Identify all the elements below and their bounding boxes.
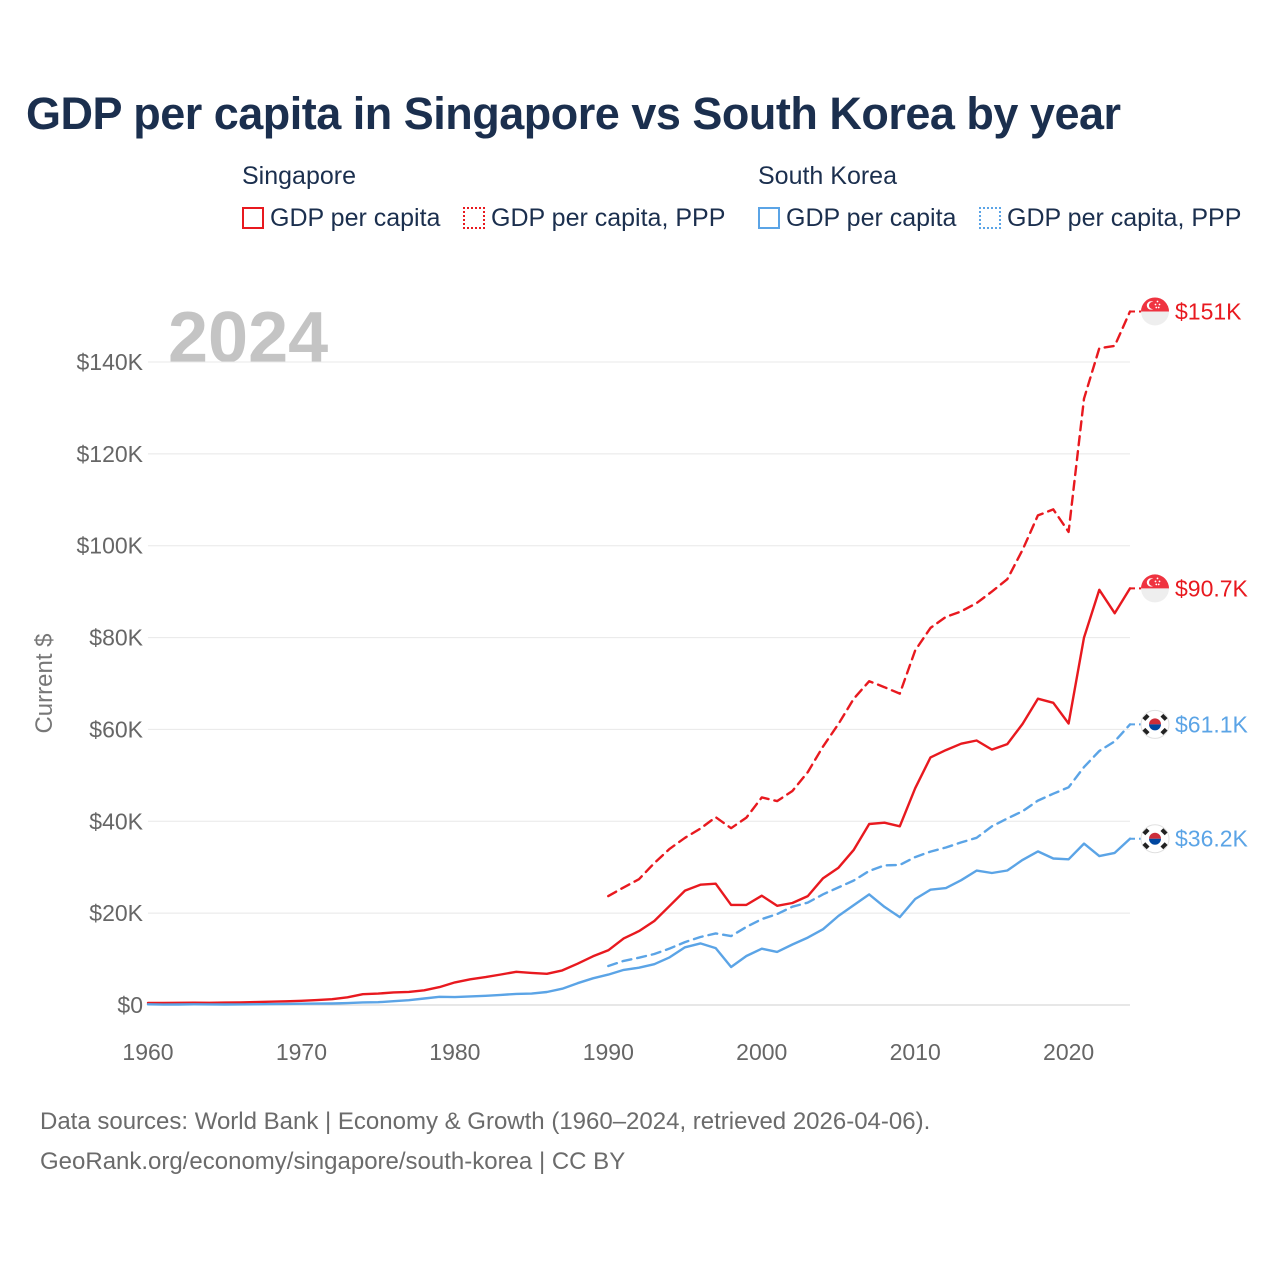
legend-group-singapore: Singapore <box>242 162 356 190</box>
end-value-label: $151K <box>1175 298 1242 324</box>
legend-group-south-korea: South Korea <box>758 162 897 190</box>
end-value-label: $61.1K <box>1175 711 1249 737</box>
flag-star <box>1156 577 1159 580</box>
x-tick-label: 2000 <box>736 1039 787 1065</box>
legend-item-south-korea-gdp[interactable]: GDP per capita <box>758 204 956 233</box>
flag-trigram <box>1142 842 1150 850</box>
legend-label: GDP per capita <box>786 204 957 232</box>
flag-taeguk-top <box>1149 832 1161 839</box>
end-value-label: $36.2K <box>1175 826 1249 852</box>
y-axis-label: Current $ <box>31 633 58 733</box>
flag-trigram <box>1142 713 1150 721</box>
flag-star <box>1155 583 1158 586</box>
chart-title: GDP per capita in Singapore vs South Kor… <box>26 88 1121 139</box>
legend-item-south-korea-gdp-ppp[interactable]: GDP per capita, PPP <box>979 204 1241 233</box>
x-tick-label: 2020 <box>1043 1039 1094 1065</box>
flag-trigram <box>1142 727 1150 735</box>
series-line-2 <box>146 837 1132 1006</box>
flag-star <box>1155 306 1158 309</box>
x-tick-label: 1970 <box>276 1039 327 1065</box>
flag-star <box>1154 303 1157 306</box>
series-line-1 <box>607 310 1132 898</box>
source-link: GeoRank.org/economy/singapore/south-kore… <box>40 1148 626 1175</box>
series-line-3 <box>607 723 1132 968</box>
y-tick-label: $80K <box>89 625 143 651</box>
flag-crescent-inner <box>1149 301 1157 310</box>
legend-item-singapore-gdp[interactable]: GDP per capita <box>242 204 440 233</box>
legend-swatch-dotted-blue <box>979 207 1001 229</box>
y-tick-label: $100K <box>76 533 143 559</box>
legend-label: GDP per capita, PPP <box>491 204 726 232</box>
flag-trigram <box>1142 828 1150 836</box>
year-watermark: 2024 <box>168 298 328 378</box>
flag-star <box>1158 580 1161 583</box>
end-value-label: $90.7K <box>1175 575 1249 601</box>
y-tick-label: $20K <box>89 900 143 926</box>
flag-trigram <box>1160 828 1168 836</box>
flag-trigram <box>1160 842 1168 850</box>
x-tick-label: 1960 <box>122 1039 173 1065</box>
x-tick-label: 2010 <box>890 1039 941 1065</box>
flag-star <box>1158 303 1161 306</box>
y-tick-label: $0 <box>117 992 143 1018</box>
flag-crescent-inner <box>1149 578 1157 587</box>
flag-star <box>1157 306 1160 309</box>
legend-swatch-solid-blue <box>758 207 780 229</box>
legend-swatch-dotted-red <box>463 207 485 229</box>
legend-label: GDP per capita <box>270 204 441 232</box>
legend-item-singapore-gdp-ppp[interactable]: GDP per capita, PPP <box>463 204 725 233</box>
flag-taeguk-bottom <box>1149 724 1161 731</box>
y-tick-label: $120K <box>76 441 143 467</box>
y-tick-label: $40K <box>89 808 143 834</box>
flag-star <box>1157 583 1160 586</box>
flag-trigram <box>1160 727 1168 735</box>
flag-taeguk-bottom <box>1149 838 1161 845</box>
x-tick-label: 1990 <box>583 1039 634 1065</box>
source-note: Data sources: World Bank | Economy & Gro… <box>40 1108 931 1135</box>
x-tick-label: 1980 <box>429 1039 480 1065</box>
flag-star <box>1154 580 1157 583</box>
legend-label: GDP per capita, PPP <box>1007 204 1242 232</box>
flag-taeguk-top <box>1149 718 1161 725</box>
flag-trigram <box>1160 713 1168 721</box>
legend-swatch-solid-red <box>242 207 264 229</box>
y-tick-label: $140K <box>76 349 143 375</box>
flag-star <box>1156 300 1159 303</box>
y-tick-label: $60K <box>89 716 143 742</box>
series-line-0 <box>146 587 1132 1005</box>
